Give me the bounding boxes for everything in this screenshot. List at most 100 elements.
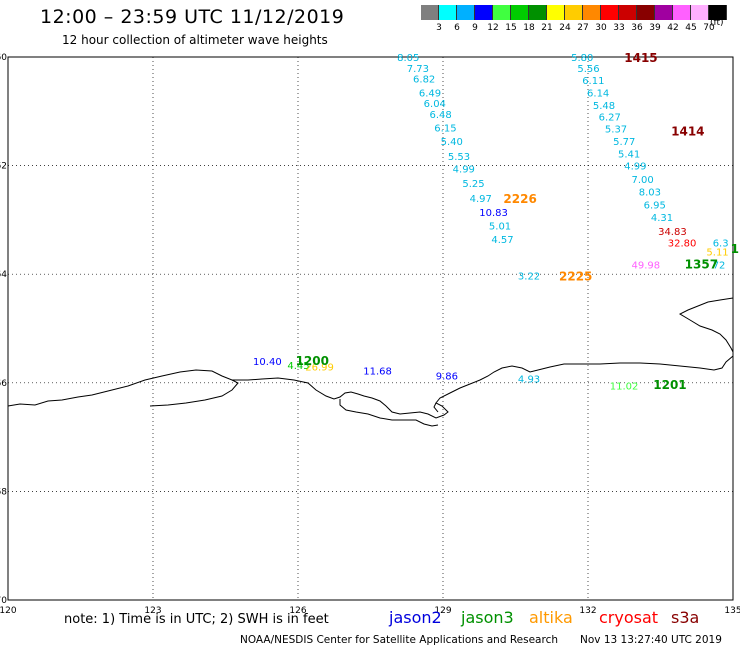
wave-height-label: 6.82: [413, 75, 435, 86]
lon-tick-label: 120: [0, 606, 17, 616]
wave-height-label: 4.57: [491, 235, 513, 246]
wave-height-label: 6.48: [429, 110, 451, 121]
lat-tick-label: -64: [0, 270, 7, 280]
pass-time-label: 1414: [671, 124, 704, 138]
legend-label: 24: [559, 23, 571, 33]
wave-height-label: 5.25: [462, 179, 484, 190]
wave-height-label: 5.48: [593, 101, 615, 112]
graticule-grid: [8, 57, 733, 600]
wave-height-label: 6.04: [424, 99, 446, 110]
wave-height-label: 4.45: [287, 361, 309, 372]
legend-label: 15: [505, 23, 517, 33]
coastline-segment: [339, 399, 439, 427]
wave-height-label: 11.02: [610, 382, 639, 393]
pass-time-label: 1: [731, 242, 739, 256]
lat-tick-label: -68: [0, 487, 7, 497]
axis-ticks: 120 123 126 129 132 135 -60 -62 -64 -66 -68 -70: [0, 53, 740, 616]
legend-label: 12: [487, 23, 499, 33]
legend-swatch: [565, 5, 583, 20]
wave-height-label: 5.80: [571, 53, 593, 64]
legend-swatch: [637, 5, 655, 20]
wave-height-label: 5.77: [613, 137, 635, 148]
lat-tick-label: -62: [0, 162, 7, 172]
satellite-name-cryosat: cryosat: [599, 608, 659, 627]
legend-swatch: [439, 5, 457, 20]
legend-swatch: [547, 5, 565, 20]
legend-label: 45: [685, 23, 697, 33]
legend-swatch: [511, 5, 529, 20]
legend-label: 42: [667, 23, 679, 33]
legend-label: 6: [454, 23, 460, 33]
legend-swatch: [475, 5, 493, 20]
wave-height-label: 72: [713, 260, 726, 271]
lon-tick-label: 126: [289, 606, 306, 616]
legend-swatch: [493, 5, 511, 20]
observations-layer: 8.057.736.826.496.046.486.155.405.534.99…: [253, 53, 729, 393]
legend-swatch: [655, 5, 673, 20]
map-frame: [7, 56, 734, 601]
pass-time-label: 1357: [685, 257, 718, 271]
legend-swatch: [619, 5, 637, 20]
wave-height-label: 6.3: [713, 239, 729, 250]
satellite-name-jason2: jason2: [389, 608, 442, 627]
wave-height-label: 7.00: [632, 175, 654, 186]
antarctic-coastline: [7, 297, 734, 427]
pass-time-label: 1200: [296, 354, 329, 368]
credit-text: NOAA/NESDIS Center for Satellite Applica…: [240, 634, 558, 646]
legend-label: 18: [523, 23, 535, 33]
lat-tick-label: -60: [0, 53, 7, 63]
legend-swatch: [583, 5, 601, 20]
wave-height-label: 5.56: [577, 64, 599, 75]
wave-height-label: 8.03: [639, 188, 661, 199]
legend-swatch: [529, 5, 547, 20]
lon-tick-label: 123: [144, 606, 161, 616]
coastline-segment: [433, 402, 439, 413]
wave-height-label: 26.99: [305, 363, 334, 374]
lat-tick-label: -66: [0, 379, 7, 389]
wave-height-label: 9.86: [436, 372, 458, 383]
time-labels-layer: 1415 1414 2226 2225 1357 1 1200 1201: [296, 51, 739, 392]
wave-height-label: 3.22: [518, 271, 540, 282]
wave-height-label: 11.68: [363, 366, 392, 377]
wave-height-label: 6.11: [582, 76, 604, 87]
satellite-name-jason3: jason3: [461, 608, 514, 627]
legend-label: 9: [472, 23, 478, 33]
wave-height-label: 10.83: [479, 208, 508, 219]
legend-label: 3: [436, 23, 442, 33]
note-text: note: 1) Time is in UTC; 2) SWH is in fe…: [64, 612, 329, 627]
legend-label: 70: [703, 23, 715, 33]
legend-label: 36: [631, 23, 643, 33]
legend-unit: (ft): [710, 18, 724, 28]
coastline-segment: [7, 355, 734, 419]
wave-height-label: 32.80: [668, 239, 697, 250]
legend-swatch: [457, 5, 475, 20]
lon-tick-label: 132: [579, 606, 596, 616]
legend-swatch: [421, 5, 439, 20]
wave-height-label: 6.27: [599, 113, 621, 124]
wave-height-label: 8.05: [397, 53, 419, 64]
pass-time-label: 2225: [559, 269, 592, 283]
wave-height-label: 4.97: [470, 194, 492, 205]
lat-tick-label: -70: [0, 596, 7, 606]
wave-height-label: 7.73: [407, 64, 429, 75]
map-title: 12:00 – 23:59 UTC 11/12/2019: [40, 6, 345, 28]
legend-swatch: [673, 5, 691, 20]
legend-label: 27: [577, 23, 589, 33]
wave-height-label: 6.95: [644, 201, 666, 212]
lon-tick-label: 135: [724, 606, 740, 616]
legend-label: 33: [613, 23, 625, 33]
wave-height-label: 4.99: [624, 162, 646, 173]
wave-height-label: 5.11: [706, 247, 728, 258]
satellite-name-altika: altika: [529, 608, 573, 627]
wave-height-label: 6.15: [434, 124, 456, 135]
satellite-name-s3a: s3a: [671, 608, 700, 627]
wave-height-label: 10.40: [253, 357, 282, 368]
wave-height-label: 5.40: [441, 137, 463, 148]
map-subtitle: 12 hour collection of altimeter wave hei…: [62, 33, 328, 47]
wave-height-label: 4.99: [453, 164, 475, 175]
wave-height-label: 5.37: [605, 125, 627, 136]
wave-height-label: 5.53: [448, 152, 470, 163]
coastline-segment: [149, 379, 239, 407]
coastline-segment: [678, 297, 734, 353]
